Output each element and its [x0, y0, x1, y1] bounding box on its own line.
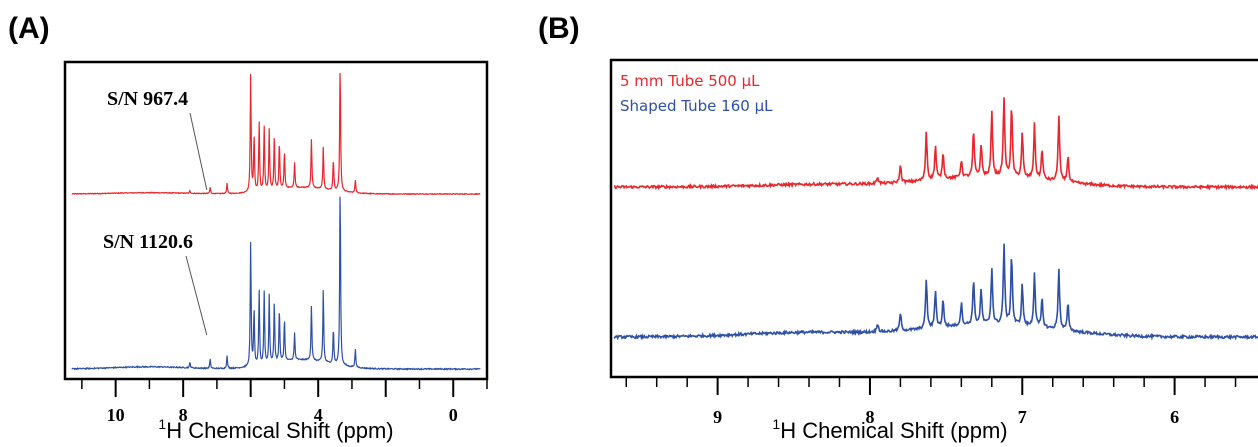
panel-a-blue-spectrum [71, 196, 481, 371]
panel-b-tick-labels: 9 8 7 6 [713, 407, 1179, 427]
panel-b: (B) 9 8 7 6 5 mm Tube 500 µL Shaped Tube… [538, 12, 1258, 443]
panel-a-tick-labels: 10 8 4 0 [107, 405, 458, 425]
panel-a-red-spectrum [71, 72, 481, 196]
panel-a-frame [63, 60, 489, 381]
panel-a-tick-label-8: 8 [179, 405, 188, 425]
panel-b-xlabel-main: H Chemical Shift (ppm) [780, 418, 1007, 443]
panel-b-legend-blue: Shaped Tube 160 µL [620, 97, 773, 115]
panel-a-tick-label-4: 4 [314, 405, 323, 425]
panel-b-legend-red: 5 mm Tube 500 µL [620, 72, 760, 90]
panel-a: (A) 10 8 4 0 S/N 967.4 S/N 1120.6 1H Che… [8, 12, 489, 443]
panel-a-annotation-red-pointer [189, 112, 208, 191]
panel-b-xlabel-sup: 1 [772, 416, 780, 432]
panel-b-tick-label-7: 7 [1018, 407, 1027, 427]
panel-b-xlabel: 1H Chemical Shift (ppm) [772, 416, 1007, 443]
panel-a-annotation-blue: S/N 1120.6 [103, 231, 193, 253]
panel-a-annotation-red: S/N 967.4 [107, 88, 188, 110]
panel-b-frame [609, 58, 1258, 379]
panel-b-label: (B) [538, 12, 580, 45]
panel-b-red-spectrum [613, 97, 1258, 191]
panel-b-tick-label-9: 9 [713, 407, 722, 427]
panel-b-ticks [625, 377, 1237, 395]
panel-a-label: (A) [8, 12, 50, 45]
panel-a-tick-label-0: 0 [449, 405, 458, 425]
panel-a-tick-label-10: 10 [107, 405, 125, 425]
panel-b-tick-label-6: 6 [1170, 407, 1179, 427]
panel-a-xlabel-sup: 1 [158, 416, 166, 432]
panel-a-annotation-blue-pointer [185, 255, 208, 336]
panel-a-xlabel-main: H Chemical Shift (ppm) [166, 418, 393, 443]
panel-a-ticks [81, 379, 488, 397]
panel-b-blue-spectrum [613, 243, 1258, 341]
panel-a-xlabel: 1H Chemical Shift (ppm) [158, 416, 393, 443]
panel-b-tick-label-8: 8 [865, 407, 874, 427]
